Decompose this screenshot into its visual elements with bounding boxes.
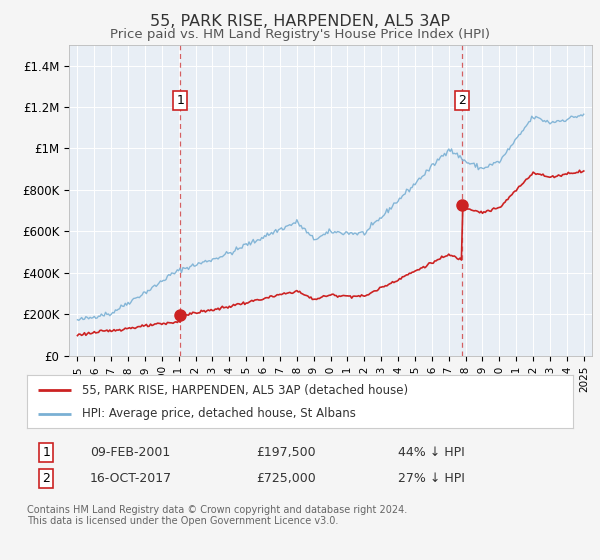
Text: 2: 2 [42,472,50,485]
Text: 09-FEB-2001: 09-FEB-2001 [90,446,170,459]
Text: HPI: Average price, detached house, St Albans: HPI: Average price, detached house, St A… [82,407,355,420]
Text: 1: 1 [42,446,50,459]
Text: £725,000: £725,000 [256,472,316,485]
Text: £197,500: £197,500 [256,446,316,459]
Text: Contains HM Land Registry data © Crown copyright and database right 2024.
This d: Contains HM Land Registry data © Crown c… [27,505,407,526]
Text: 27% ↓ HPI: 27% ↓ HPI [398,472,465,485]
Text: 55, PARK RISE, HARPENDEN, AL5 3AP: 55, PARK RISE, HARPENDEN, AL5 3AP [150,14,450,29]
Text: 44% ↓ HPI: 44% ↓ HPI [398,446,465,459]
Text: Price paid vs. HM Land Registry's House Price Index (HPI): Price paid vs. HM Land Registry's House … [110,28,490,41]
Text: 16-OCT-2017: 16-OCT-2017 [90,472,172,485]
Text: 1: 1 [176,94,184,108]
Text: 55, PARK RISE, HARPENDEN, AL5 3AP (detached house): 55, PARK RISE, HARPENDEN, AL5 3AP (detac… [82,384,408,396]
Text: 2: 2 [458,94,466,108]
